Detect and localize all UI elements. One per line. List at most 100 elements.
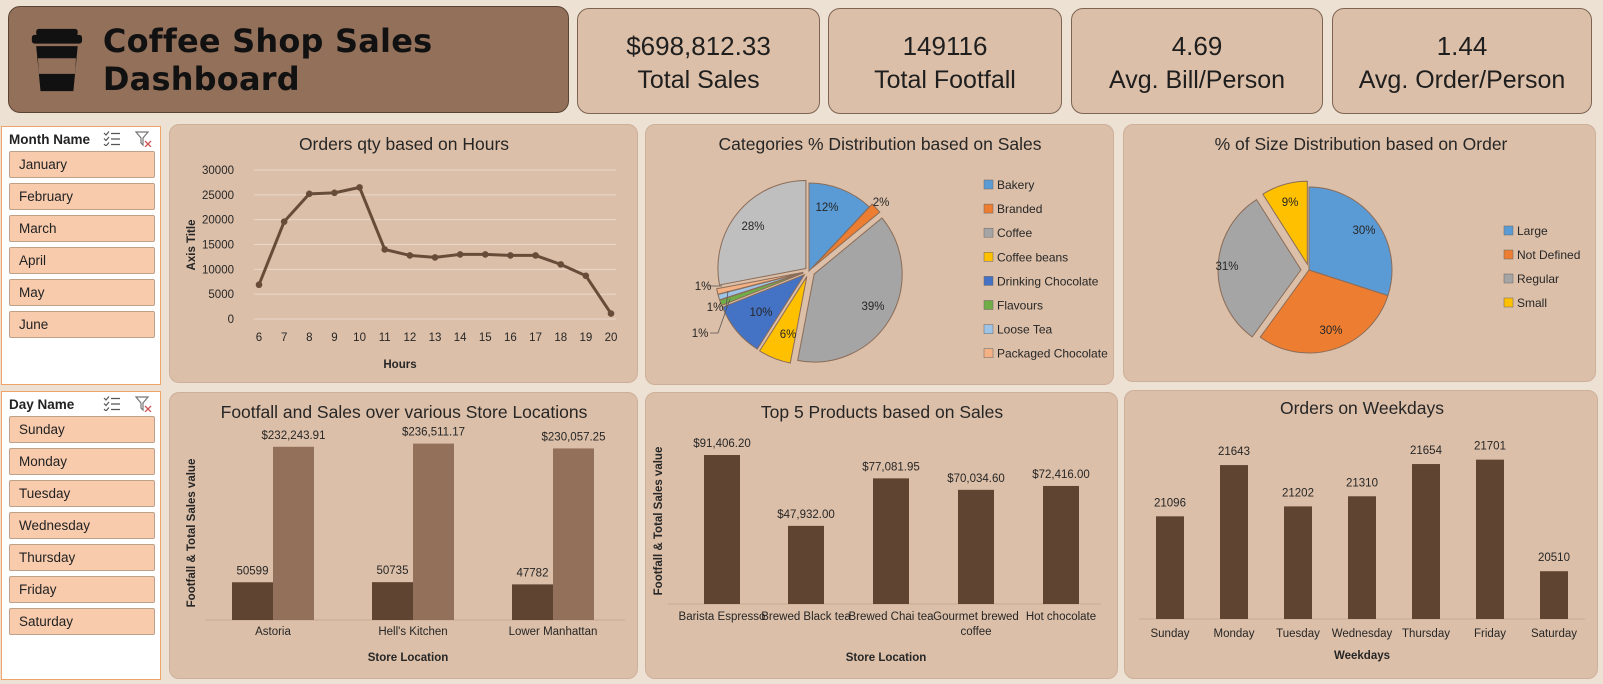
bar-footfall (232, 582, 273, 620)
legend-label: Large (1517, 224, 1548, 238)
slicer-item[interactable]: January (9, 151, 155, 178)
slicer-title: Month Name (9, 131, 90, 147)
pie-slice (1308, 186, 1393, 297)
multi-select-icon[interactable] (103, 396, 121, 411)
kpi-value: 4.69 (1171, 31, 1223, 61)
slicer-item[interactable]: Monday (9, 448, 155, 475)
bar (958, 489, 994, 604)
bar-footfall (512, 584, 553, 620)
y-tick-label: 30000 (202, 165, 234, 177)
slicer-item[interactable]: February (9, 183, 155, 210)
data-point (582, 272, 590, 280)
y-tick-label: 10000 (202, 264, 234, 276)
size-pie-chart: % of Size Distribution based on Order 30%… (1123, 124, 1596, 382)
data-label: 39% (861, 301, 884, 313)
kpi-label: Total Footfall (874, 66, 1016, 94)
legend-label: Small (1517, 296, 1547, 310)
slicer-item[interactable]: Saturday (9, 608, 155, 635)
clear-filter-icon[interactable] (135, 131, 152, 147)
bar (1043, 485, 1079, 604)
bar-sales (273, 446, 314, 620)
data-label: 21310 (1346, 477, 1378, 489)
slicer-title: Day Name (9, 396, 75, 412)
slicer-item[interactable]: Friday (9, 576, 155, 603)
x-tick-label: Brewed Chai tea (848, 611, 934, 623)
slicer-item[interactable]: Wednesday (9, 512, 155, 539)
slicer-header: Month Name (2, 127, 160, 151)
legend-swatch (983, 276, 994, 286)
slicer-item[interactable]: Thursday (9, 544, 155, 571)
legend-swatch (1503, 249, 1514, 260)
x-axis-title: Store Location (368, 652, 449, 664)
slicer-item[interactable]: June (9, 311, 155, 338)
x-tick-label: Barista Espresso (679, 611, 766, 623)
legend-swatch (1503, 273, 1514, 284)
x-tick-label: Monday (1214, 628, 1255, 640)
pie-slice (797, 217, 903, 363)
x-tick-label: Hell's Kitchen (378, 626, 447, 638)
x-tick-label: Saturday (1531, 628, 1577, 640)
data-label: $70,034.60 (947, 473, 1005, 485)
bar (1156, 516, 1184, 619)
y-tick-label: 20000 (202, 215, 234, 227)
data-point (381, 246, 389, 253)
x-tick-label: Wednesday (1332, 628, 1393, 640)
x-tick-label: 13 (429, 332, 442, 344)
kpi-value: 149116 (902, 31, 988, 61)
pie-slice (1262, 180, 1308, 266)
kpi-label: Avg. Order/Person (1358, 66, 1566, 94)
x-tick-label: Brewed Black tea (761, 611, 851, 623)
data-label: 28% (741, 221, 764, 233)
data-point (431, 254, 439, 261)
slicer-item[interactable]: May (9, 279, 155, 306)
leader-line (725, 290, 729, 308)
legend-label: Coffee beans (997, 250, 1068, 264)
slicer-item[interactable]: Tuesday (9, 480, 155, 507)
legend-swatch (983, 324, 994, 334)
x-tick-label: 20 (605, 332, 618, 344)
data-label: 21202 (1282, 487, 1314, 499)
chart-title: Top 5 Products based on Sales (761, 402, 1003, 422)
data-label: 21701 (1474, 441, 1506, 453)
pie-slice (721, 273, 806, 350)
legend-label: Flavours (997, 299, 1043, 313)
data-label: $230,057.25 (542, 431, 606, 443)
legend-label: Drinking Chocolate (997, 274, 1099, 288)
pie-slice (1217, 198, 1302, 338)
legend-swatch (983, 227, 994, 238)
chart-title: Footfall and Sales over various Store Lo… (221, 402, 588, 422)
legend-swatch (1503, 297, 1514, 308)
slicer-item[interactable]: Sunday (9, 416, 155, 443)
legend-label: Regular (1517, 272, 1559, 286)
data-label: 10% (749, 307, 772, 319)
categories-pie-chart: Categories % Distribution based on Sales… (645, 124, 1114, 385)
pie-slice (1259, 269, 1389, 354)
data-label: 12% (815, 202, 838, 214)
x-tick-label: Friday (1474, 628, 1506, 640)
data-point (507, 252, 514, 259)
kpi-total-footfall: 149116 Total Footfall (828, 8, 1062, 114)
kpi-value: $698,812.33 (626, 31, 771, 61)
data-point (607, 310, 615, 317)
hours-line-chart: Orders qty based on Hours 0 5000 10000 15000… (169, 124, 638, 383)
data-label: 9% (1282, 197, 1299, 209)
slicer-item[interactable]: April (9, 247, 155, 274)
x-tick-label: Sunday (1150, 628, 1189, 640)
data-point (331, 189, 338, 197)
clear-filter-icon[interactable] (135, 396, 152, 412)
data-label: 31% (1215, 261, 1238, 273)
bar (1284, 506, 1312, 619)
x-tick-label: 19 (579, 332, 592, 344)
x-tick-label: Gourmet brewed (933, 611, 1019, 623)
slicer-item[interactable]: March (9, 215, 155, 242)
chart-title: Orders on Weekdays (1280, 398, 1444, 418)
chart-title: Orders qty based on Hours (299, 134, 509, 154)
x-tick-label: 16 (504, 332, 517, 344)
data-label: $72,416.00 (1032, 469, 1090, 481)
data-point (532, 252, 539, 259)
x-axis-title: Hours (383, 359, 416, 371)
data-label: 2% (873, 197, 890, 209)
x-tick-label: Thursday (1402, 628, 1450, 640)
multi-select-icon[interactable] (103, 131, 121, 146)
title-card: Coffee Shop Sales Dashboard (8, 6, 569, 113)
